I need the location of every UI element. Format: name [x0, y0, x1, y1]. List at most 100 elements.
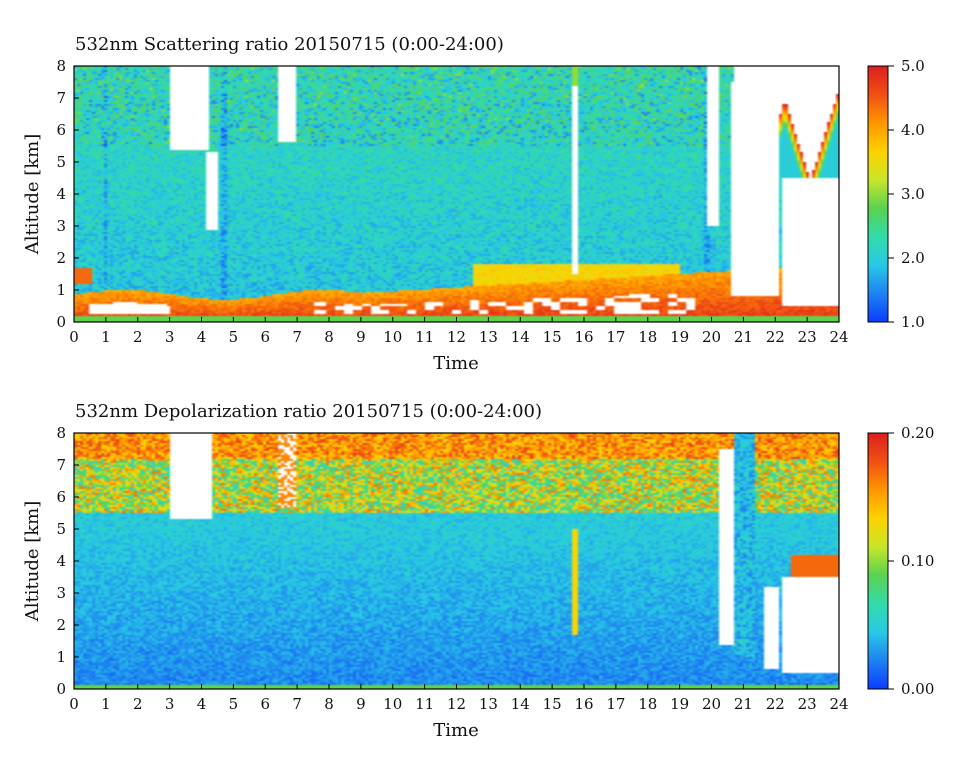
x-tick-label: 22: [766, 328, 785, 346]
y-tick-label: 2: [56, 616, 66, 634]
y-tick-label: 4: [56, 552, 66, 570]
colorbar-tick-label: 0.00: [901, 680, 934, 698]
colorbar-tick-label: 3.0: [901, 185, 925, 203]
panel-title: 532nm Depolarization ratio 20150715 (0:0…: [75, 401, 542, 422]
x-tick-label: 6: [260, 328, 270, 346]
y-tick-label: 6: [56, 488, 66, 506]
x-axis-label: Time: [433, 720, 478, 741]
heatmap-plot-area: [73, 65, 840, 323]
x-tick-label: 24: [829, 328, 848, 346]
x-tick-label: 7: [292, 328, 302, 346]
y-axis-label: Altitude [km]: [22, 501, 43, 623]
colorbar-gradient: [867, 65, 889, 323]
x-tick-label: 3: [165, 328, 175, 346]
x-tick-label: 20: [702, 328, 721, 346]
colorbar-tick-label: 4.0: [901, 121, 925, 139]
y-tick-label: 2: [56, 249, 66, 267]
colorbar-ticks: 0.00 0.10 0.20: [888, 424, 934, 698]
colorbar-tick-label: 1.0: [901, 313, 925, 331]
scattering-ratio-panel: 532nm Scattering ratio 20150715 (0:00-24…: [22, 34, 925, 374]
x-tick-label: 24: [829, 695, 848, 713]
depolarization-ratio-panel: 532nm Depolarization ratio 20150715 (0:0…: [22, 401, 934, 741]
x-tick-label: 19: [670, 328, 689, 346]
scattering-ratio-heatmap: [74, 66, 839, 322]
y-tick-label: 7: [56, 89, 66, 107]
x-tick-label: 18: [638, 695, 657, 713]
colorbar-tick-label: 0.20: [901, 424, 934, 442]
colorbar-tick-label: 0.10: [901, 552, 934, 570]
x-tick-label: 23: [798, 695, 817, 713]
y-tick-label: 1: [56, 281, 66, 299]
x-tick-label: 15: [543, 328, 562, 346]
x-tick-label: 2: [133, 695, 143, 713]
colorbar-tick-label: 5.0: [901, 57, 925, 75]
heatmap-plot-area: [73, 432, 840, 690]
x-tick-label: 22: [766, 695, 785, 713]
x-tick-label: 10: [383, 695, 402, 713]
y-tick-label: 5: [56, 153, 66, 171]
x-tick-label: 17: [606, 695, 625, 713]
y-tick-label: 0: [56, 680, 66, 698]
y-axis-label: Altitude [km]: [22, 134, 43, 256]
x-tick-label: 5: [229, 328, 239, 346]
x-tick-label: 16: [574, 328, 593, 346]
y-axis-ticks: 0 1 2 3 4 5 6 7 8: [56, 424, 79, 698]
colorbar: 1.0 2.0 3.0 4.0 5.0: [867, 57, 925, 331]
colorbar: 0.00 0.10 0.20: [867, 424, 934, 698]
x-tick-label: 1: [101, 695, 111, 713]
x-tick-label: 5: [229, 695, 239, 713]
x-tick-label: 11: [415, 328, 434, 346]
colorbar-gradient: [867, 432, 889, 690]
y-tick-label: 8: [56, 57, 66, 75]
x-tick-label: 4: [197, 328, 207, 346]
y-tick-label: 6: [56, 121, 66, 139]
x-tick-label: 16: [574, 695, 593, 713]
x-tick-label: 12: [447, 328, 466, 346]
x-tick-label: 17: [606, 328, 625, 346]
x-tick-label: 1: [101, 328, 111, 346]
x-tick-label: 2: [133, 328, 143, 346]
x-axis-ticks: 0 1 2 3 4 5 6 7 8 9 10 11 12 13 14 15 16 17 18 19 20 21 22 23 24: [69, 317, 849, 346]
x-tick-label: 7: [292, 695, 302, 713]
x-tick-label: 9: [356, 328, 366, 346]
x-tick-label: 14: [511, 328, 530, 346]
x-tick-label: 3: [165, 695, 175, 713]
y-tick-label: 3: [56, 217, 66, 235]
y-tick-label: 8: [56, 424, 66, 442]
y-tick-label: 7: [56, 456, 66, 474]
x-tick-label: 18: [638, 328, 657, 346]
y-tick-label: 3: [56, 584, 66, 602]
x-tick-label: 6: [260, 695, 270, 713]
y-tick-label: 5: [56, 520, 66, 538]
x-tick-label: 13: [479, 695, 498, 713]
panel-title: 532nm Scattering ratio 20150715 (0:00-24…: [75, 34, 504, 55]
depolarization-ratio-heatmap: [74, 433, 839, 689]
x-tick-label: 0: [69, 328, 79, 346]
y-tick-label: 1: [56, 648, 66, 666]
x-tick-label: 14: [511, 695, 530, 713]
y-tick-label: 4: [56, 185, 66, 203]
x-tick-label: 9: [356, 695, 366, 713]
x-tick-label: 23: [798, 328, 817, 346]
x-tick-label: 21: [734, 695, 753, 713]
colorbar-tick-label: 2.0: [901, 249, 925, 267]
x-tick-label: 10: [383, 328, 402, 346]
x-tick-label: 15: [543, 695, 562, 713]
x-tick-label: 13: [479, 328, 498, 346]
x-tick-label: 11: [415, 695, 434, 713]
x-tick-label: 8: [324, 328, 334, 346]
x-tick-label: 20: [702, 695, 721, 713]
x-axis-label: Time: [433, 353, 478, 374]
x-tick-label: 21: [734, 328, 753, 346]
y-axis-ticks: 0 1 2 3 4 5 6 7 8: [56, 57, 79, 331]
colorbar-ticks: 1.0 2.0 3.0 4.0 5.0: [888, 57, 925, 331]
x-axis-ticks: 0 1 2 3 4 5 6 7 8 9 10 11 12 13 14 15 16 17 18 19 20 21 22 23 24: [69, 684, 849, 713]
y-tick-label: 0: [56, 313, 66, 331]
x-tick-label: 8: [324, 695, 334, 713]
x-tick-label: 4: [197, 695, 207, 713]
x-tick-label: 0: [69, 695, 79, 713]
x-tick-label: 19: [670, 695, 689, 713]
x-tick-label: 12: [447, 695, 466, 713]
